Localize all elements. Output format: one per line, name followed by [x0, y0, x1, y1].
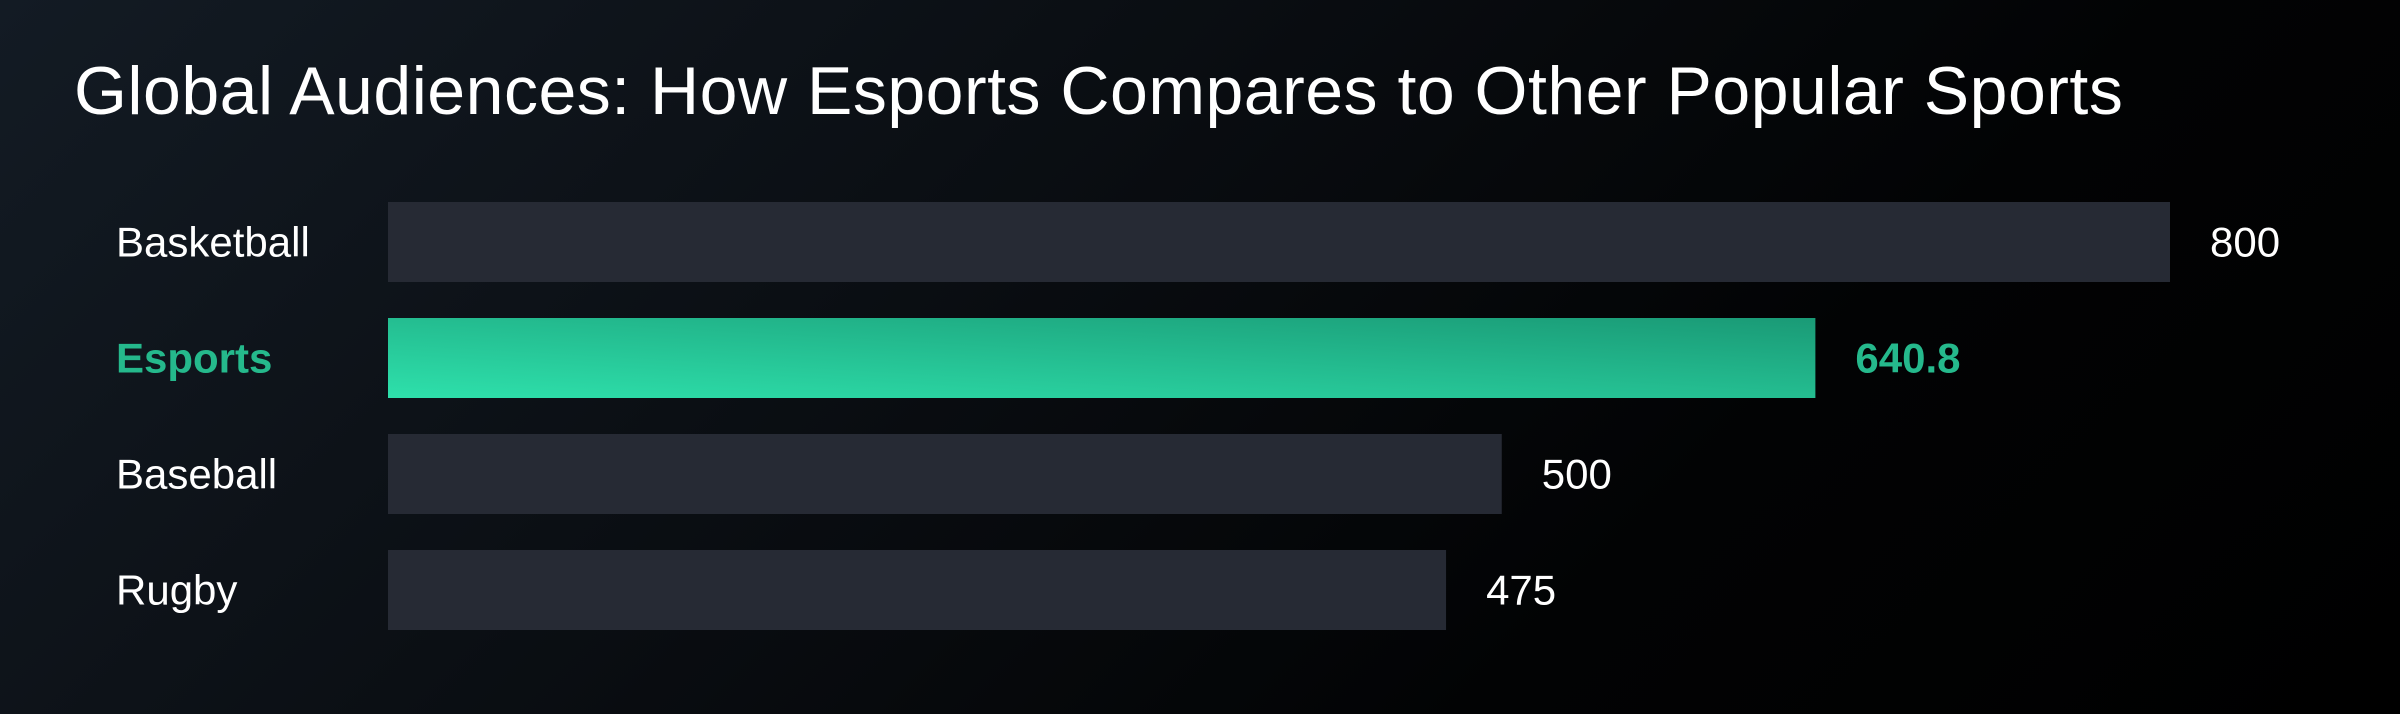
value-label-baseball: 500	[1542, 451, 1612, 498]
category-label-esports: Esports	[116, 335, 272, 382]
bar-esports	[388, 318, 1816, 398]
bar-baseball	[388, 434, 1502, 514]
value-label-esports: 640.8	[1855, 335, 1960, 382]
bar-rugby	[388, 550, 1447, 630]
bars-group: Basketball 800 Esports 640.8 Baseball 500 Rugb…	[116, 202, 2280, 630]
bar-basketball	[388, 202, 2170, 282]
category-label-basketball: Basketball	[116, 219, 310, 266]
category-label-baseball: Baseball	[116, 451, 277, 498]
value-label-rugby: 475	[1486, 567, 1556, 614]
chart-title: Global Audiences: How Esports Compares t…	[74, 53, 2124, 129]
category-label-rugby: Rugby	[116, 567, 237, 614]
value-label-basketball: 800	[2210, 219, 2280, 266]
